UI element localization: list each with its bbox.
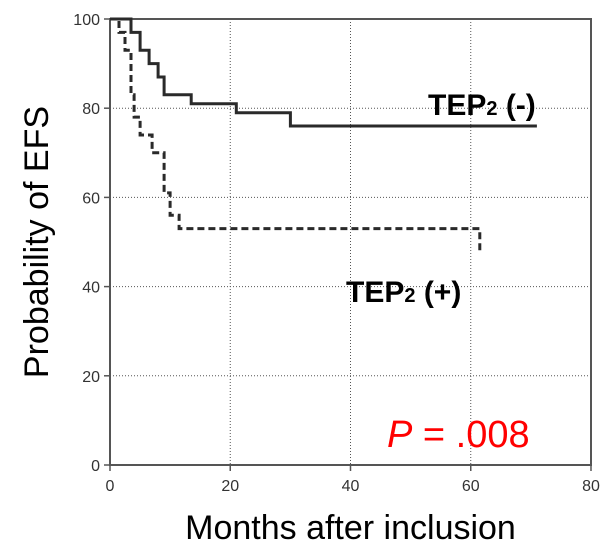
series-label-main: TEP <box>428 89 486 122</box>
y-tick-label: 0 <box>91 458 100 475</box>
p-value-text: = .008 <box>412 414 529 456</box>
x-tick-label: 80 <box>582 478 600 495</box>
y-tick-label: 80 <box>82 101 100 118</box>
series-label-main: TEP <box>346 276 404 309</box>
x-axis-title: Months after inclusion <box>185 509 516 546</box>
p-value-annotation: P = .008 <box>387 414 530 456</box>
series-label-sub: 2 <box>486 98 497 120</box>
x-tick-label: 40 <box>342 478 360 495</box>
x-tick-label: 20 <box>221 478 239 495</box>
series-label-tep2-positive: TEP2 (+) <box>346 276 461 309</box>
x-tick-label: 60 <box>462 478 480 495</box>
grid <box>110 19 591 465</box>
y-axis-title: Probability of EFS <box>18 106 56 378</box>
series-label-suffix: (-) <box>497 89 535 122</box>
p-symbol: P <box>387 414 413 456</box>
y-tick-label: 60 <box>82 190 100 207</box>
x-tick-label: 0 <box>106 478 115 495</box>
series-label-tep2-negative: TEP2 (-) <box>428 89 536 122</box>
y-tick-label: 100 <box>73 12 100 29</box>
series-lines <box>110 19 537 251</box>
series-label-suffix: (+) <box>415 276 461 309</box>
y-tick-label: 20 <box>82 369 100 386</box>
series-line-tep2-positive <box>110 19 480 251</box>
series-label-sub: 2 <box>404 285 415 307</box>
y-tick-label: 40 <box>82 280 100 297</box>
